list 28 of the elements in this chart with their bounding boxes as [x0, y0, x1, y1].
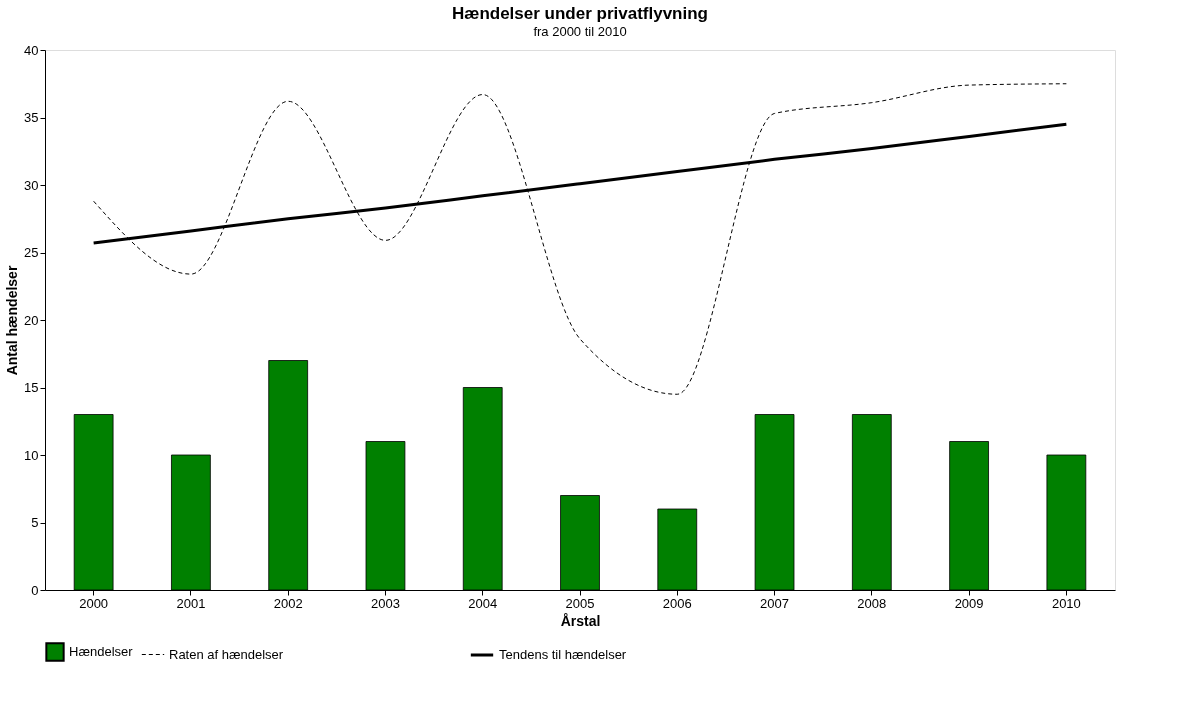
y-tick-label: 15 [24, 380, 39, 395]
x-tick-label: 2007 [760, 595, 790, 611]
chart-title: Hændelser under privatflyvning [452, 4, 708, 23]
y-tick-label: 40 [24, 42, 39, 58]
x-tick-label: 2006 [662, 595, 692, 611]
x-tick-label: 2010 [1051, 595, 1081, 611]
y-tick-label: 10 [24, 447, 39, 463]
y-axis-title: Antal hændelser [4, 265, 21, 376]
y-tick-label: 25 [24, 245, 39, 260]
legend-label: Hændelser [69, 644, 134, 659]
x-tick-label: 2004 [468, 595, 498, 611]
chart-subtitle: fra 2000 til 2010 [533, 24, 627, 39]
x-tick-label: 2000 [79, 595, 109, 611]
x-tick-label: 2002 [273, 595, 303, 611]
x-tick-label: 2005 [565, 595, 595, 611]
x-tick-label: 2008 [857, 595, 887, 611]
y-tick-label: 20 [24, 312, 39, 328]
y-tick-label: 0 [31, 582, 39, 598]
x-tick-label: 2003 [370, 595, 400, 611]
y-tick-label: 35 [24, 110, 39, 125]
line-series [93, 83, 1067, 395]
x-axis-title: Årstal [560, 612, 601, 629]
legend-label: Raten af hændelser [169, 646, 284, 662]
legend-label: Tendens til hændelser [499, 647, 627, 662]
x-tick-label: 2001 [176, 595, 206, 611]
y-tick-label: 30 [24, 177, 39, 193]
y-tick-label: 5 [31, 515, 39, 530]
x-tick-label: 2009 [954, 595, 984, 611]
